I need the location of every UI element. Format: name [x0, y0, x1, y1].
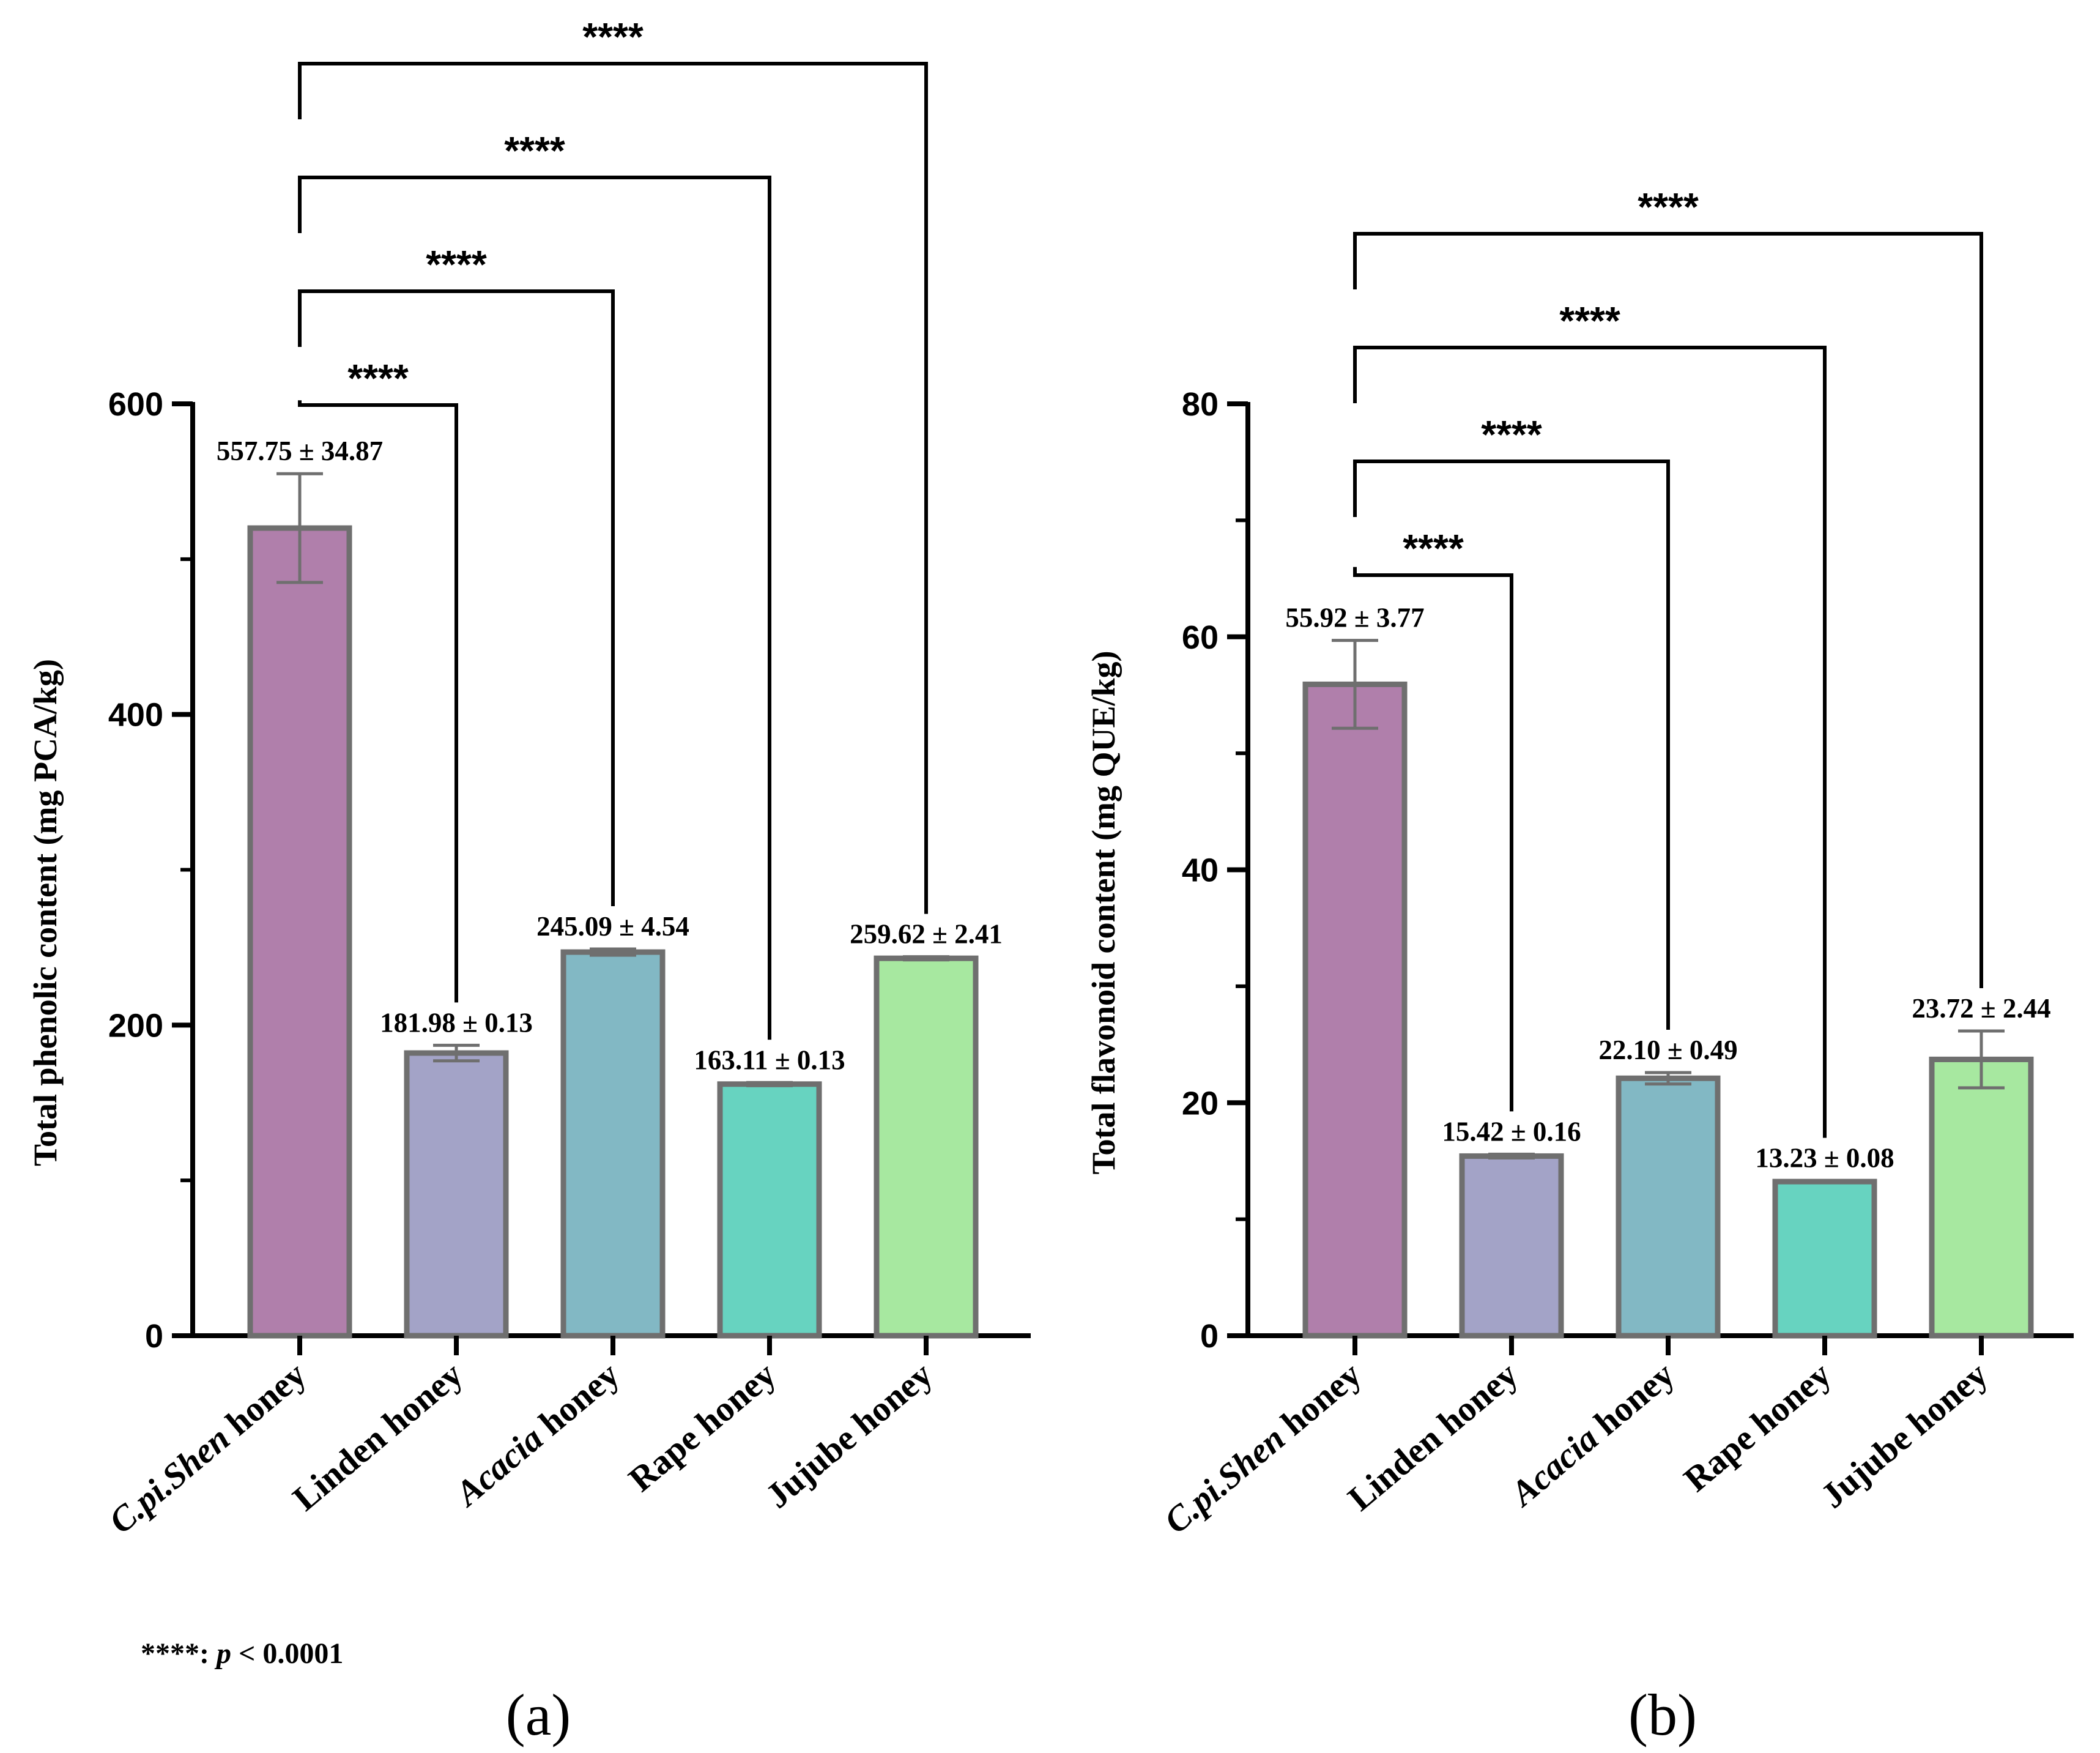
bar [560, 949, 666, 1339]
category-label: Linden honey [285, 1354, 470, 1518]
category-label: Rape honey [1676, 1354, 1838, 1499]
significance-label: **** [426, 242, 487, 286]
significance-label: **** [347, 356, 409, 400]
category-label-text: Acacia [1502, 1418, 1606, 1514]
y-tick-label: 200 [108, 1007, 163, 1044]
category-label-text: Rape honey [621, 1354, 783, 1499]
category-label-suffix: honey [525, 1354, 626, 1448]
category-label-suffix: honey [1267, 1354, 1368, 1448]
significance-bracket [298, 289, 615, 906]
data-label: 181.98 ± 0.13 [380, 1007, 533, 1038]
category-label: C.pi.Shen honey [1157, 1354, 1369, 1541]
significance-label: **** [1638, 185, 1699, 229]
error-bar [1488, 1152, 1535, 1159]
bar [1459, 1153, 1564, 1339]
footnote-sep: : [199, 1637, 217, 1670]
significance-label: **** [1559, 299, 1620, 343]
significance-label: **** [1481, 412, 1542, 456]
data-label: 557.75 ± 34.87 [217, 436, 383, 466]
error-bar [1958, 1029, 2005, 1090]
panel-a-phenolic-chart: 0 200 400 600 Total phenolic content (mg PCA… [27, 15, 1031, 1747]
significance-bracket [298, 62, 928, 914]
category-label-text: C.pi.Shen [1157, 1418, 1293, 1541]
y-tick-label: 0 [1200, 1318, 1219, 1355]
bar [717, 1081, 822, 1339]
footnote-rest: < 0.0001 [231, 1637, 343, 1670]
significance-label: **** [1403, 526, 1464, 570]
error-bar [276, 472, 323, 584]
category-label: Acacia honey [447, 1354, 627, 1514]
category-label: Rape honey [621, 1354, 783, 1499]
category-label: Acacia honey [1502, 1354, 1682, 1514]
bar [1616, 1075, 1721, 1339]
y-axis-title: Total flavonoid content (mg QUE/kg) [1085, 650, 1122, 1174]
bar [1772, 1178, 1877, 1339]
significance-bracket [1353, 460, 1670, 1030]
category-label-suffix: honey [1580, 1354, 1682, 1448]
category-label-text: Linden honey [1340, 1354, 1525, 1518]
bar [1302, 681, 1408, 1339]
bar [1929, 1056, 2034, 1339]
y-tick-label: 40 [1182, 852, 1219, 889]
panel-label: (b) [1628, 1682, 1697, 1747]
category-label: C.pi.Shen honey [102, 1354, 314, 1541]
data-label: 163.11 ± 0.13 [694, 1044, 845, 1075]
panel-label: (a) [506, 1682, 571, 1747]
footnote-stars: **** [141, 1637, 199, 1670]
category-label: Linden honey [1340, 1354, 1525, 1518]
data-label: 259.62 ± 2.41 [850, 919, 1003, 950]
y-tick-label: 0 [145, 1318, 163, 1355]
significance-bracket [1353, 232, 1983, 988]
significance-footnote: ****: p < 0.0001 [141, 1637, 343, 1670]
bar [874, 955, 979, 1339]
y-tick-label: 400 [108, 697, 163, 734]
y-axis-title: Total phenolic content (mg PCA/kg) [27, 659, 64, 1166]
bar [247, 525, 352, 1339]
category-label-text: Rape honey [1676, 1354, 1838, 1499]
category-label: Jujube honey [758, 1354, 940, 1516]
y-tick-label: 20 [1182, 1085, 1219, 1122]
category-label-text: C.pi.Shen [102, 1418, 237, 1541]
error-bar [746, 1081, 793, 1087]
significance-label: **** [582, 15, 644, 59]
category-label-text: Acacia [447, 1418, 551, 1514]
category-label-suffix: honey [212, 1354, 313, 1448]
significance-bracket [298, 400, 458, 1003]
significance-bracket [1353, 567, 1513, 1112]
error-bar [903, 955, 949, 962]
data-label: 245.09 ± 4.54 [536, 911, 689, 942]
category-label-text: Linden honey [285, 1354, 470, 1518]
error-bar [1801, 1179, 1848, 1185]
significance-bracket [298, 176, 771, 1040]
y-tick-label: 80 [1182, 386, 1219, 423]
category-label: Jujube honey [1813, 1354, 1995, 1516]
error-bar [590, 947, 636, 957]
y-tick-label: 60 [1182, 619, 1219, 656]
y-tick-label: 600 [108, 386, 163, 423]
data-label: 15.42 ± 0.16 [1442, 1116, 1581, 1147]
panel-b-flavonoid-chart: 0 20 40 60 80 Total flavonoid content (mg QUE… [1085, 185, 2074, 1747]
error-bar [1332, 639, 1378, 730]
significance-bracket [1353, 346, 1827, 1138]
footnote-p: p [214, 1637, 231, 1670]
error-bar [433, 1043, 480, 1063]
category-label-text: Jujube honey [1813, 1354, 1995, 1516]
data-label: 13.23 ± 0.08 [1755, 1143, 1894, 1174]
data-label: 23.72 ± 2.44 [1912, 993, 2050, 1024]
bar [404, 1050, 509, 1339]
error-bar [1645, 1071, 1691, 1086]
data-label: 22.10 ± 0.49 [1598, 1035, 1737, 1065]
category-label-text: Jujube honey [758, 1354, 940, 1516]
data-label: 55.92 ± 3.77 [1285, 603, 1424, 633]
significance-label: **** [504, 128, 565, 173]
